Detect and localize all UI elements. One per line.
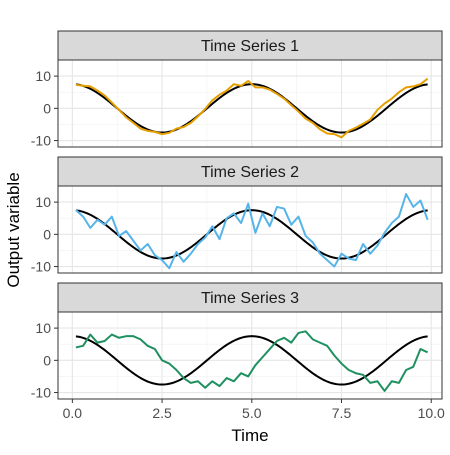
y-tick-label: 0 — [43, 100, 51, 116]
panel-3: Time Series 3 -10 0 10 — [31, 282, 443, 401]
y-tick-label: -10 — [31, 133, 51, 149]
panel-strip — [57, 282, 443, 313]
panel-background — [58, 186, 442, 273]
y-tick-label: 0 — [43, 226, 51, 242]
x-tick-label: 0.0 — [63, 405, 83, 421]
panel-background — [58, 60, 442, 147]
x-tick-label: 2.5 — [152, 405, 172, 421]
y-axis-label: Output variable — [4, 172, 23, 287]
x-tick-label: 7.5 — [332, 405, 352, 421]
y-tick-label: 10 — [35, 68, 51, 84]
panel-border — [57, 59, 443, 148]
y-tick-label: -10 — [31, 259, 51, 275]
panel-1: Time Series 1 -10 0 10 — [31, 30, 443, 149]
panel-strip — [57, 30, 443, 61]
y-tick-label: 10 — [35, 320, 51, 336]
reference-curve — [75, 209, 428, 260]
x-axis-label: Time — [231, 426, 268, 445]
panel-2: Time Series 2 -10 0 10 — [31, 156, 443, 275]
reference-curve — [75, 335, 428, 386]
panel-title: Time Series 3 — [201, 290, 299, 307]
panel-border — [57, 311, 443, 400]
series-line — [75, 330, 429, 392]
series-line — [75, 193, 429, 270]
panel-background — [58, 312, 442, 399]
panel-strip — [57, 156, 443, 187]
y-tick-label: 0 — [43, 352, 51, 368]
panel-border — [57, 185, 443, 274]
x-axis: 0.0 2.5 5.0 7.5 10.0 — [63, 399, 445, 421]
panel-title: Time Series 2 — [201, 164, 299, 181]
panel-title: Time Series 1 — [201, 38, 299, 55]
y-tick-label: 10 — [35, 194, 51, 210]
x-tick-label: 10.0 — [418, 405, 445, 421]
y-tick-label: -10 — [31, 385, 51, 401]
x-tick-label: 5.0 — [242, 405, 262, 421]
series-line — [75, 77, 429, 139]
